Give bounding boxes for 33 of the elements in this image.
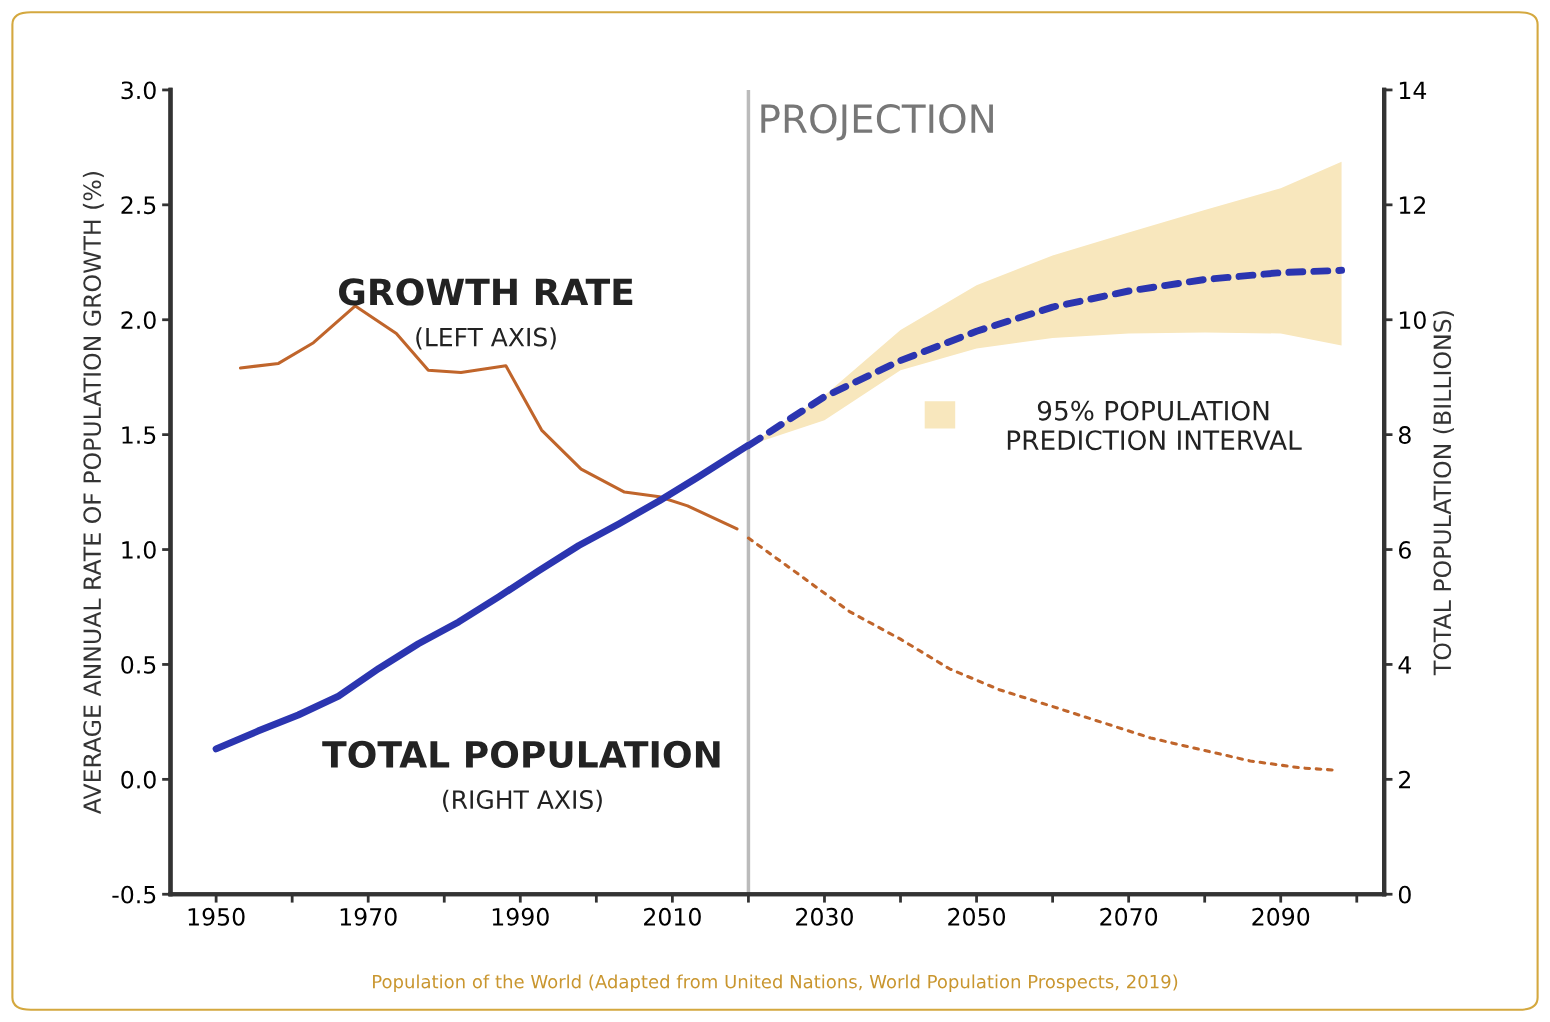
y2-tick-label: 8 (1398, 426, 1411, 444)
y-axis-title: AVERAGE ANNUAL RATE OF POPULATION GROWTH (%) (82, 172, 104, 814)
annotation: GROWTH RATE (339, 278, 633, 306)
x-tick-label: 1990 (492, 907, 549, 926)
y-tick-label: 1.0 (122, 540, 156, 559)
y-tick-label: -0.5 (112, 885, 156, 904)
y2-tick-label: 6 (1398, 540, 1411, 559)
annotation: TOTAL POPULATION (322, 740, 720, 768)
y2-tick-label: 2 (1399, 770, 1410, 789)
y2-tick-label: 10 (1399, 311, 1426, 330)
x-tick-label: 2030 (796, 907, 853, 926)
y2-tick-label: 0 (1398, 885, 1411, 904)
x-tick-label: 1950 (188, 907, 245, 926)
y-tick-label: 0.0 (121, 770, 156, 789)
annotation: 95% POPULATION PREDICTION INTERVAL (1007, 400, 1302, 451)
y2-tick-label: 12 (1399, 196, 1426, 214)
annotation: (RIGHT AXIS) (443, 789, 602, 812)
x-tick-label: 1970 (340, 907, 397, 926)
y-tick-label: 2.0 (121, 311, 156, 330)
ref-line-label: PROJECTION (761, 103, 993, 141)
y-tick-label: 2.5 (121, 196, 156, 215)
annotation: (LEFT AXIS) (416, 327, 556, 350)
x-tick-label: 2050 (948, 907, 1006, 926)
text: Population of the World (Adapted from United Nations, World Population Prospects, 2019) (373, 974, 1178, 992)
y-tick-label: 3.0 (121, 81, 156, 100)
y2-axis-title: TOTAL POPULATION (BILLIONS) (1432, 311, 1454, 676)
y-tick-label: 1.5 (122, 426, 156, 444)
x-tick-label: 2070 (1100, 907, 1158, 926)
x-tick-label: 2090 (1252, 907, 1310, 926)
x-tick-label: 2010 (644, 907, 701, 926)
y2-tick-label: 14 (1399, 81, 1427, 99)
y-tick-label: 0.5 (121, 655, 156, 674)
y2-tick-label: 4 (1398, 656, 1412, 674)
